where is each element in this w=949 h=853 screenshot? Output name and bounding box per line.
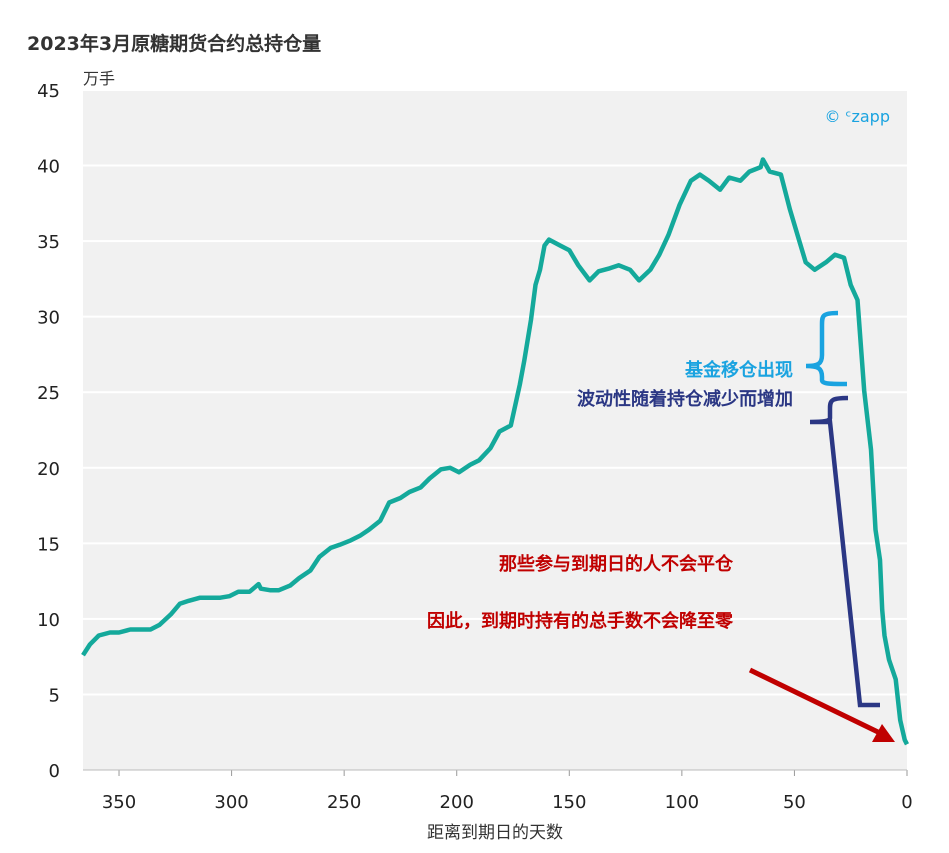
y-tick-label: 40	[37, 157, 60, 178]
annotation-no-close: 那些参与到期日的人不会平仓	[499, 553, 734, 575]
chart-title: 2023年3月原糖期货合约总持仓量	[27, 32, 321, 55]
y-tick-label: 25	[37, 383, 60, 404]
series-line-total-open-interest	[81, 157, 910, 746]
y-tick-label: 35	[37, 232, 60, 253]
red-arrow-head-icon	[872, 724, 895, 742]
x-tick-label: 0	[901, 792, 912, 813]
x-axis-label: 距离到期日的天数	[427, 823, 563, 843]
y-tick-label: 0	[49, 761, 60, 782]
annotation-volatility: 波动性随着持仓减少而增加	[577, 388, 793, 410]
watermark: © ᶜzapp	[824, 107, 890, 126]
x-tick-label: 100	[665, 792, 699, 813]
red-arrow-shaft	[748, 667, 882, 736]
x-tick-label: 50	[783, 792, 806, 813]
y-tick-label: 10	[37, 610, 60, 631]
volatility-brace	[809, 395, 880, 708]
y-axis-label: 万手	[83, 69, 115, 88]
annotation-not-zero: 因此，到期时持有的总手数不会降至零	[427, 610, 734, 632]
annotation-fund-roll: 基金移仓出现	[684, 359, 793, 381]
y-tick-label: 45	[37, 81, 60, 102]
y-tick-label: 5	[49, 685, 60, 706]
x-tick-label: 150	[552, 792, 586, 813]
y-tick-label: 20	[37, 459, 60, 480]
y-tick-label: 15	[37, 534, 60, 555]
y-tick-label: 30	[37, 308, 60, 329]
x-tick-label: 350	[102, 792, 136, 813]
x-tick-label: 250	[327, 792, 361, 813]
plot-area	[83, 90, 907, 770]
x-tick-label: 300	[214, 792, 248, 813]
x-tick-label: 200	[440, 792, 474, 813]
fund-roll-brace	[805, 310, 848, 387]
